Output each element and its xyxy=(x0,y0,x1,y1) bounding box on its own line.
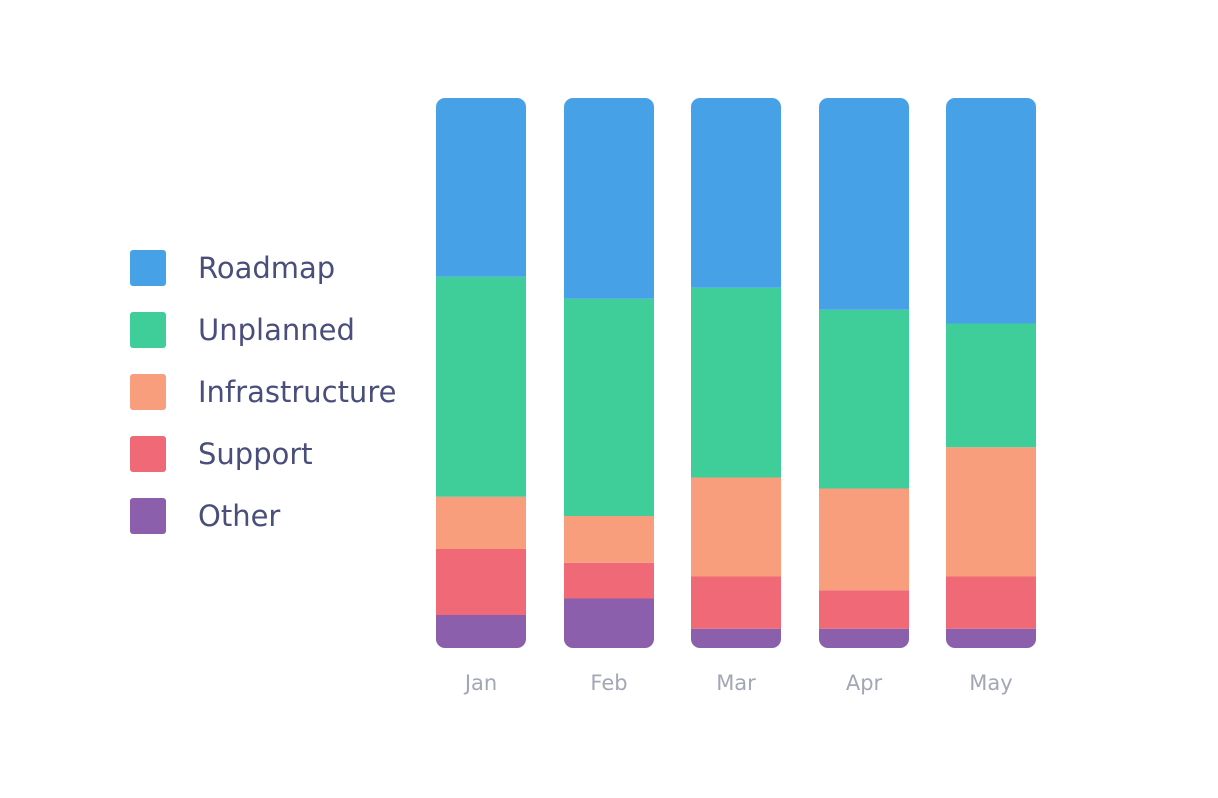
bar-segment-apr-roadmap xyxy=(819,98,909,310)
legend-label-infrastructure: Infrastructure xyxy=(198,375,396,409)
bar-segment-apr-unplanned xyxy=(819,309,909,489)
legend-label-roadmap: Roadmap xyxy=(198,251,335,285)
legend-swatch-other xyxy=(130,498,166,534)
bar-segment-mar-other xyxy=(691,628,781,648)
bar-segment-may-unplanned xyxy=(946,323,1036,448)
x-tick-label-may: May xyxy=(969,671,1012,695)
bar-segment-mar-infrastructure xyxy=(691,477,781,577)
legend-label-other: Other xyxy=(198,499,280,533)
bar-segment-apr-other xyxy=(819,628,909,648)
x-tick-label-jan: Jan xyxy=(463,671,497,695)
bars xyxy=(436,98,1036,648)
bar-segment-may-other xyxy=(946,628,1036,648)
bar-segment-feb-unplanned xyxy=(564,298,654,516)
legend-item-infrastructure: Infrastructure xyxy=(130,374,396,410)
bar-segment-mar-roadmap xyxy=(691,98,781,288)
legend-swatch-infrastructure xyxy=(130,374,166,410)
bar-jan xyxy=(436,98,526,648)
bar-segment-jan-other xyxy=(436,615,526,648)
bar-feb xyxy=(564,98,654,648)
bar-segment-jan-infrastructure xyxy=(436,496,526,549)
x-tick-label-apr: Apr xyxy=(846,671,883,695)
bar-segment-may-infrastructure xyxy=(946,447,1036,577)
bar-segment-feb-roadmap xyxy=(564,98,654,299)
x-tick-label-feb: Feb xyxy=(590,671,627,695)
bar-apr xyxy=(819,98,909,648)
legend-item-roadmap: Roadmap xyxy=(130,250,335,286)
legend-item-unplanned: Unplanned xyxy=(130,312,355,348)
bar-segment-apr-support xyxy=(819,590,909,629)
bar-segment-may-support xyxy=(946,576,1036,629)
bar-segment-jan-roadmap xyxy=(436,98,526,277)
legend-swatch-unplanned xyxy=(130,312,166,348)
bar-segment-mar-support xyxy=(691,576,781,629)
bar-segment-may-roadmap xyxy=(946,98,1036,324)
x-tick-label-mar: Mar xyxy=(716,671,756,695)
bar-segment-apr-infrastructure xyxy=(819,488,909,591)
bar-segment-jan-unplanned xyxy=(436,276,526,497)
legend-item-support: Support xyxy=(130,436,313,472)
bar-segment-feb-infrastructure xyxy=(564,516,654,563)
bar-segment-feb-support xyxy=(564,562,654,599)
bar-segment-feb-other xyxy=(564,598,654,648)
bar-mar xyxy=(691,98,781,648)
bar-segment-jan-support xyxy=(436,549,526,615)
legend: Roadmap Unplanned Infrastructure Support Oth… xyxy=(130,250,396,534)
legend-swatch-support xyxy=(130,436,166,472)
legend-item-other: Other xyxy=(130,498,280,534)
legend-label-support: Support xyxy=(198,437,313,471)
bar-may xyxy=(946,98,1036,648)
x-axis-tick-labels: Jan Feb Mar Apr May xyxy=(463,671,1013,695)
legend-label-unplanned: Unplanned xyxy=(198,313,355,347)
bar-segment-mar-unplanned xyxy=(691,287,781,478)
legend-swatch-roadmap xyxy=(130,250,166,286)
